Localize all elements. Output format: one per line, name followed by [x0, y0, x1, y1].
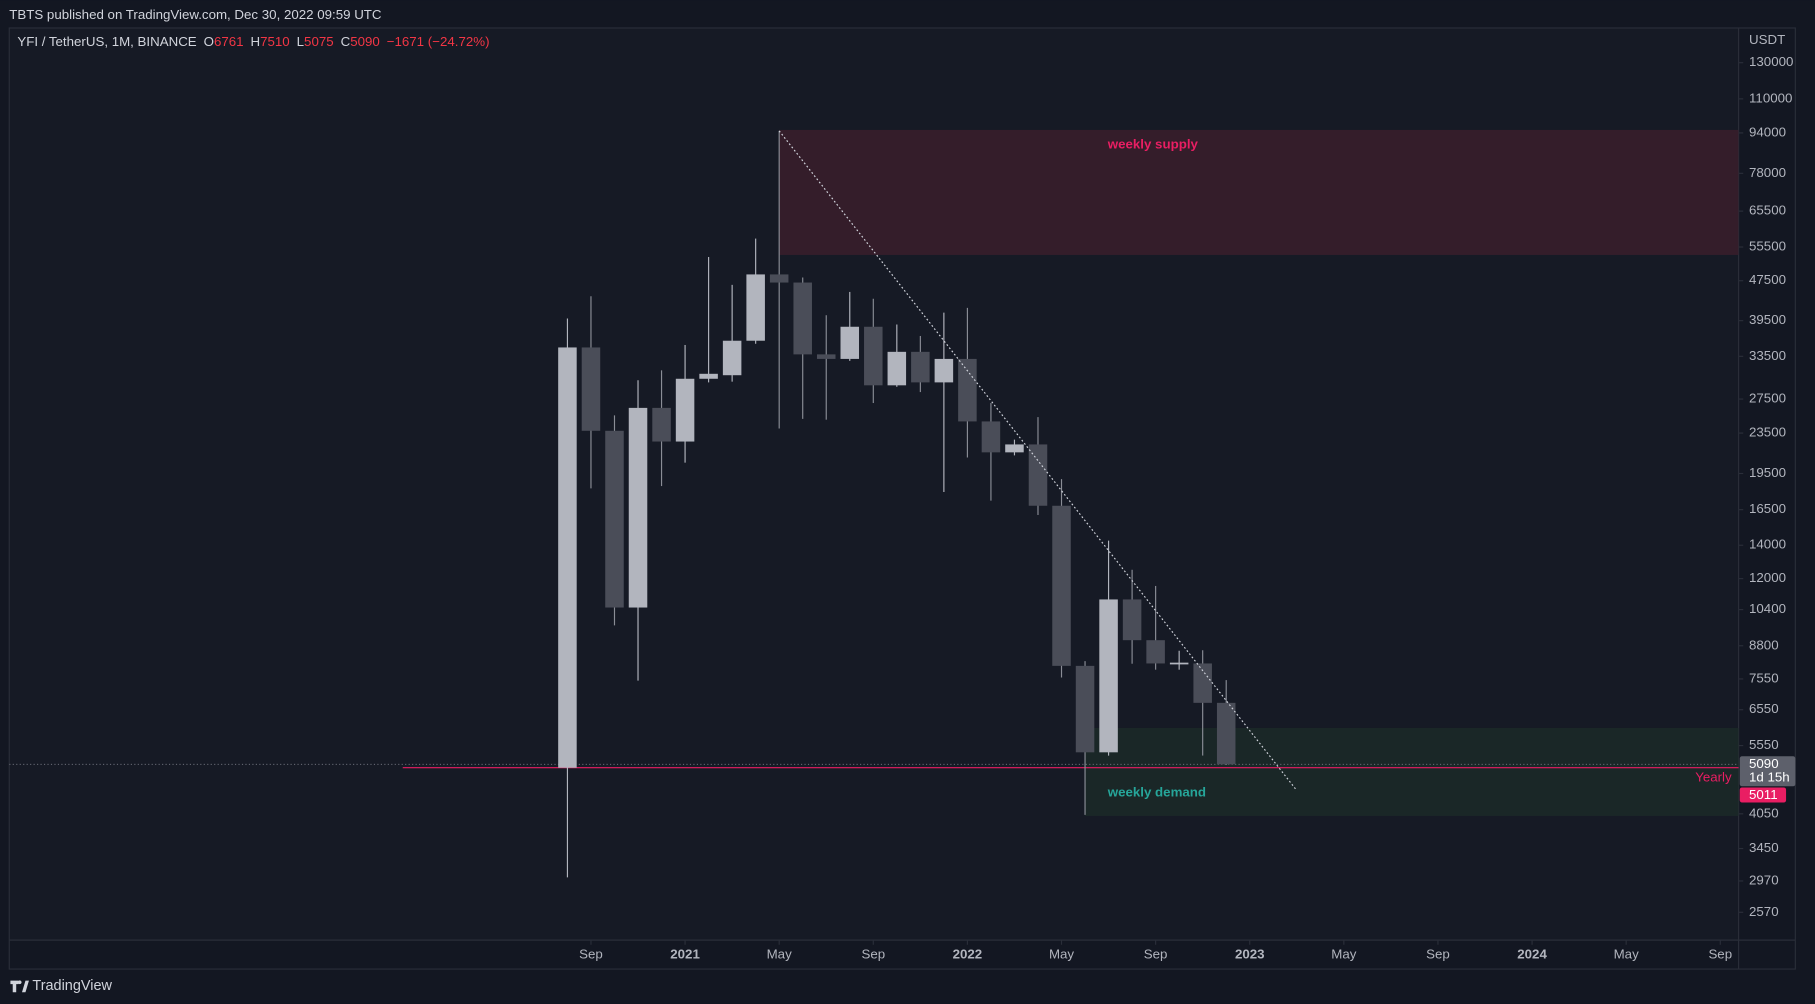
- legend-symbol: YFI / TetherUS, 1M, BINANCE: [17, 33, 196, 48]
- published-note: TBTS published on TradingView.com, Dec 3…: [9, 7, 382, 22]
- y-tick-label: 130000: [1749, 54, 1793, 69]
- brand-logo: [10, 980, 29, 993]
- zone-label: weekly supply: [1107, 136, 1199, 151]
- y-tick-label: 5550: [1749, 737, 1779, 752]
- x-tick-label: May: [1614, 947, 1639, 962]
- brand: TradingView: [32, 978, 112, 994]
- candle-body: [628, 407, 648, 608]
- y-tick-label: 110000: [1749, 90, 1792, 105]
- last-price-box: [1739, 756, 1796, 787]
- candle-body: [840, 326, 860, 359]
- x-tick-label: Sep: [1144, 947, 1168, 962]
- level-price-box: [1739, 787, 1787, 803]
- candle-body: [934, 358, 954, 383]
- candle-body: [1005, 444, 1024, 453]
- y-tick-label: 6550: [1749, 701, 1779, 716]
- candle-body: [675, 378, 695, 442]
- candle-body: [722, 340, 742, 376]
- level-price-label: 5011: [1749, 787, 1778, 802]
- last-price-label: 5090: [1749, 756, 1779, 771]
- legend-key: C: [341, 33, 351, 48]
- y-tick-label: 8800: [1749, 637, 1779, 652]
- candle-body: [769, 274, 789, 283]
- legend-key: L: [297, 33, 304, 48]
- legend-key: H: [251, 33, 261, 48]
- x-tick-label: Sep: [1426, 947, 1450, 962]
- candle-body: [816, 354, 836, 359]
- frame: [8, 27, 1796, 970]
- candle-body: [1169, 662, 1189, 665]
- y-tick-label: 19500: [1749, 465, 1786, 480]
- x-tick-label: Sep: [1708, 947, 1732, 962]
- y-tick-label: 2570: [1749, 904, 1779, 919]
- zone-label: weekly demand: [1107, 784, 1206, 799]
- y-tick-label: 47500: [1749, 272, 1786, 287]
- legend-value: 6761: [214, 33, 244, 48]
- plot: [9, 129, 1739, 878]
- candle-body: [1193, 663, 1212, 703]
- candle-body: [652, 407, 671, 442]
- currency: USDT: [1749, 32, 1785, 47]
- y-tick-label: 16500: [1749, 501, 1786, 516]
- candle-body: [699, 373, 718, 379]
- legend-value: 5075: [304, 33, 334, 48]
- y-tick-label: 10400: [1749, 601, 1786, 616]
- candle-body: [581, 347, 601, 431]
- y-tick-label: 27500: [1749, 391, 1786, 406]
- y-tick-label: 3450: [1749, 840, 1779, 855]
- legend: YFI / TetherUS, 1M, BINANCE O6761 H7510 L50…: [17, 33, 489, 48]
- candle-body: [1028, 444, 1048, 506]
- zone: [1085, 727, 1739, 816]
- candle-body: [911, 351, 930, 383]
- candle-body: [958, 358, 977, 422]
- y-tick-label: 78000: [1749, 165, 1786, 180]
- candle-body: [1052, 505, 1071, 666]
- candle-body: [887, 351, 907, 386]
- candle-body: [793, 282, 812, 355]
- legend-value: 7510: [260, 33, 290, 48]
- candle-body: [1099, 599, 1118, 753]
- y-tick-label: 2970: [1749, 872, 1779, 887]
- y-tick-label: 14000: [1749, 537, 1786, 552]
- candle-body: [1075, 665, 1095, 753]
- y-tick-label: 4050: [1749, 805, 1779, 820]
- countdown: 1d 15h: [1749, 770, 1790, 785]
- x-tick-label: Sep: [861, 947, 885, 962]
- x-tick-label: May: [1331, 947, 1356, 962]
- candle-body: [981, 421, 1001, 453]
- legend-change: −1671 (−24.72%): [387, 33, 490, 48]
- x-tick-label: 2023: [1235, 947, 1265, 962]
- candle-body: [1146, 640, 1165, 664]
- y-tick-label: 12000: [1749, 570, 1786, 585]
- candle-body: [605, 430, 624, 608]
- x-tick-label: 2021: [670, 947, 700, 962]
- x-tick-label: 2022: [953, 947, 983, 962]
- x-tick-label: Sep: [579, 947, 603, 962]
- legend-key: O: [204, 33, 214, 48]
- y-tick-label: 23500: [1749, 425, 1786, 440]
- y-tick-label: 65500: [1749, 203, 1786, 218]
- zone: [779, 129, 1739, 255]
- yearly-label: Yearly: [1695, 770, 1732, 785]
- candle-body: [1122, 599, 1142, 641]
- candle-body: [746, 274, 765, 341]
- y-tick-label: 94000: [1749, 124, 1786, 139]
- x-tick-label: May: [1049, 947, 1074, 962]
- x-tick-label: 2024: [1517, 947, 1547, 962]
- x-tick-label: May: [767, 947, 792, 962]
- legend-value: 5090: [350, 33, 380, 48]
- candle-body: [1216, 702, 1236, 765]
- y-tick-label: 39500: [1749, 312, 1786, 327]
- y-tick-label: 33500: [1749, 348, 1786, 363]
- candle-body: [558, 347, 577, 768]
- y-tick-label: 55500: [1749, 239, 1786, 254]
- y-tick-label: 7550: [1749, 670, 1779, 685]
- candle-body: [864, 326, 883, 386]
